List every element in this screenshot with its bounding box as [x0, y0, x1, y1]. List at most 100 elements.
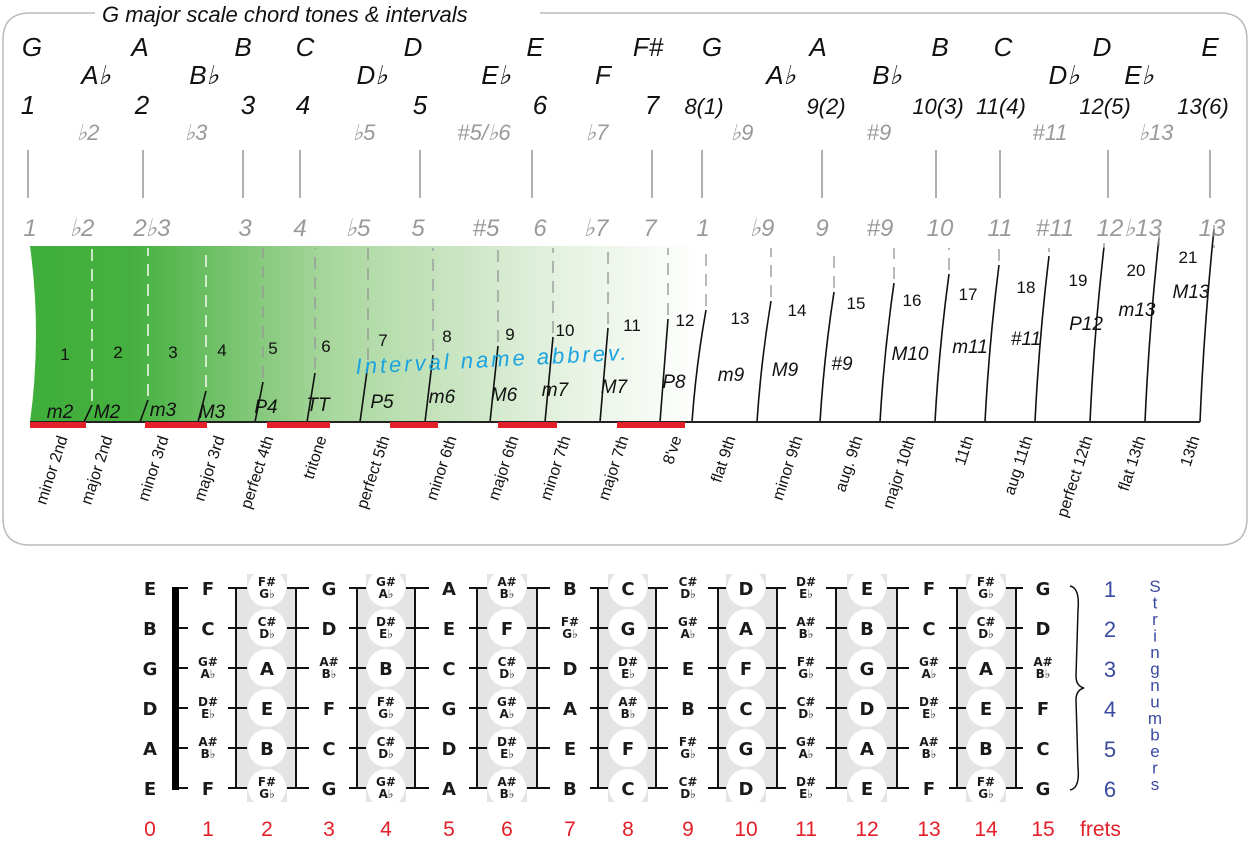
- note-backdrop: [188, 694, 228, 722]
- note-backdrop: [786, 614, 826, 642]
- fret-note: G: [322, 579, 337, 600]
- fret-note: C: [621, 779, 634, 800]
- scale-tone-marker: [267, 422, 330, 428]
- string-numbers-letter: m: [1148, 709, 1162, 728]
- chromatic-degree: ♭7: [584, 215, 610, 242]
- interval-name: perfect 12th: [1054, 434, 1096, 520]
- interval-name: minor 3rd: [135, 434, 172, 504]
- sharp-name: F#: [797, 655, 815, 669]
- fret-note: F: [1037, 699, 1049, 720]
- flat-name: D♭: [378, 747, 394, 761]
- interval-separator: [691, 309, 707, 423]
- sharp-name: D#: [376, 615, 396, 629]
- scale-degree: 12(5): [1079, 94, 1130, 119]
- flat-name: E♭: [799, 787, 813, 801]
- interval-separator: [819, 291, 835, 423]
- note-backdrop: [550, 614, 590, 642]
- fret-note: E: [980, 699, 992, 720]
- note-backdrop: [309, 654, 349, 682]
- fret-note-enharmonic: C# D♭: [679, 575, 698, 601]
- fret-number: 12: [855, 818, 878, 841]
- scale-note: C: [994, 32, 1013, 62]
- fret-note: C: [739, 699, 752, 720]
- semitone-count: 5: [268, 339, 277, 358]
- fret-note-enharmonic: F# G♭: [679, 735, 697, 761]
- interval-abbrev: TT: [306, 395, 331, 416]
- fret-note-enharmonic: A# B♭: [618, 695, 637, 721]
- sharp-name: G#: [497, 695, 517, 709]
- fret-note: B: [681, 699, 695, 720]
- flat-note: B♭: [872, 60, 902, 90]
- chromatic-degree: 4: [293, 215, 306, 242]
- sharp-name: G#: [678, 615, 698, 629]
- chromatic-degree: #9: [867, 215, 894, 242]
- fret-note: E: [144, 579, 156, 600]
- chromatic-degree: ♭2: [70, 215, 95, 242]
- semitone-count: 13: [731, 309, 750, 328]
- note-circle: [488, 649, 526, 687]
- note-backdrop: [668, 694, 708, 722]
- scale-degree: 13(6): [1177, 94, 1228, 119]
- note-backdrop: [429, 734, 469, 762]
- sharp-name: A#: [319, 655, 338, 669]
- semitone-count: 4: [217, 341, 226, 360]
- note-circle: [488, 729, 526, 767]
- interval-abbrev: #9: [831, 354, 853, 375]
- interval-name: major 2nd: [78, 434, 116, 507]
- chromatic-degree: #11: [1036, 215, 1074, 242]
- flat-name: B♭: [201, 747, 216, 761]
- flat-note: E♭: [1124, 60, 1154, 90]
- interval-name: minor 6th: [424, 434, 461, 503]
- fret-note: E: [861, 779, 873, 800]
- string-brace: [1069, 585, 1085, 791]
- fret-note-enharmonic: C# D♭: [797, 695, 816, 721]
- string-numbers-letter: s: [1151, 775, 1160, 794]
- interval-separator: [359, 363, 369, 423]
- note-backdrop: [188, 654, 228, 682]
- interval-name: minor 2nd: [33, 434, 71, 507]
- flat-note: A♭: [764, 60, 796, 90]
- interval-name: perfect 4th: [238, 434, 278, 511]
- chromatic-degree: 13: [1199, 215, 1226, 242]
- note-circle: [609, 689, 647, 727]
- fret-note-enharmonic: D# E♭: [919, 695, 939, 721]
- flat-name: A♭: [500, 707, 515, 721]
- note-backdrop: [786, 574, 826, 602]
- altered-degree: #5/♭6: [457, 120, 511, 145]
- scale-tone-marker: [498, 422, 557, 428]
- chromatic-degree: 7: [643, 215, 658, 242]
- chromatic-degree: 9: [815, 215, 828, 242]
- fret-note: F: [923, 779, 935, 800]
- string-numbers-letter: r: [1152, 610, 1158, 629]
- note-backdrop: [909, 574, 949, 602]
- note-backdrop: [1023, 694, 1063, 722]
- interval-separator: [1199, 228, 1215, 423]
- sharp-name: G#: [376, 775, 396, 789]
- flat-note: D♭: [356, 60, 388, 90]
- altered-degree: #11: [1032, 120, 1067, 145]
- note-circle: [727, 569, 765, 607]
- note-circle: [848, 649, 886, 687]
- sharp-name: F#: [377, 695, 395, 709]
- interval-abbrev: #11: [1011, 329, 1041, 350]
- fret-note: D: [739, 779, 754, 800]
- fret-note-enharmonic: F# G♭: [561, 615, 579, 641]
- sharp-name: D#: [497, 735, 517, 749]
- fret-note-enharmonic: F# G♭: [977, 575, 995, 601]
- interval-separator: [984, 264, 1000, 423]
- fret-note-enharmonic: G# A♭: [796, 735, 816, 761]
- interval-abbrev: M6: [491, 385, 518, 406]
- scale-degree: 9(2): [806, 94, 845, 119]
- scale-note: D: [1093, 32, 1112, 62]
- flat-name: G♭: [259, 587, 275, 601]
- note-circle: [609, 569, 647, 607]
- interval-separator: [306, 372, 316, 423]
- note-circle: [248, 609, 286, 647]
- chromatic-degree: 11: [988, 215, 1013, 242]
- interval-abbrev: m11: [952, 337, 988, 358]
- note-backdrop: [668, 614, 708, 642]
- fret-note: F: [622, 739, 634, 760]
- sharp-name: C#: [797, 695, 816, 709]
- scale-note: E: [1201, 32, 1219, 62]
